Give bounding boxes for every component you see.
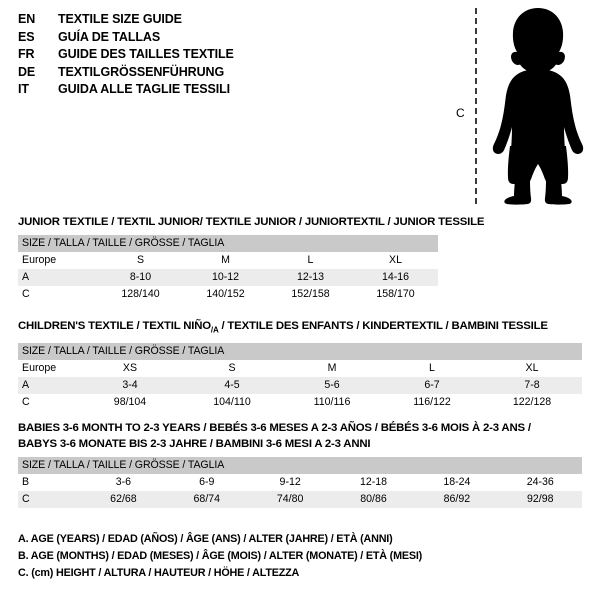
language-code: ES [18, 29, 35, 44]
language-row: EN TEXTILE SIZE GUIDE [18, 12, 348, 30]
size-header: L [307, 254, 314, 266]
language-title: GUIDE DES TAILLES TEXTILE [58, 47, 234, 61]
table-cell: 68/74 [165, 491, 249, 508]
table-header-row: Europe XS S M L XL [18, 360, 582, 377]
table-cell: 122/128 [512, 396, 552, 409]
language-title: TEXTILGRÖSSENFÜHRUNG [58, 64, 225, 79]
table-row: A 3-4 4-5 5-6 6-7 7-8 [18, 377, 583, 395]
table-band-row: SIZE / TALLA / TAILLE / GRÖSSE / TAGLIA [18, 343, 583, 361]
language-title: TEXTILE SIZE GUIDE [58, 12, 182, 26]
table-row: C 62/68 68/74 74/80 80/86 86/92 92/98 [18, 491, 582, 508]
table-cell: 24-36 [526, 476, 554, 488]
table-cell: 104/110 [213, 396, 251, 409]
table-cell: 7-8 [482, 377, 583, 395]
toddler-silhouette-icon [492, 8, 584, 205]
region-label: Europe [22, 254, 57, 266]
size-header: L [429, 362, 435, 375]
junior-table-caption: JUNIOR TEXTILE / TEXTIL JUNIOR/ TEXTILE … [18, 216, 485, 228]
table-cell: 86/92 [415, 491, 499, 508]
size-header: XS [122, 362, 138, 375]
region-label: Europe [22, 362, 57, 375]
legend-item-c: C. (cm) HEIGHT / ALTURA / HAUTEUR / HÖHE… [18, 567, 300, 579]
babies-table-caption-line2: BABYS 3-6 MONATE BIS 2-3 JAHRE / BAMBINI… [18, 438, 371, 450]
table-cell: 14-16 [353, 269, 438, 286]
table-row: C 98/104 104/110 110/116 116/122 122/128 [18, 394, 582, 411]
table-cell: 10-12 [183, 269, 268, 286]
table-cell: 110/116 [313, 396, 351, 409]
language-code: EN [18, 12, 36, 26]
table-row: C 128/140 140/152 152/158 158/170 [18, 286, 438, 303]
table-cell: 152/158 [291, 288, 330, 300]
row-label: A [18, 269, 98, 286]
children-table-caption: CHILDREN'S TEXTILE / TEXTIL NIÑO/A / TEX… [18, 318, 582, 338]
table-cell: 6-7 [382, 377, 482, 395]
height-dashed-line [475, 8, 477, 204]
size-header: M [327, 362, 337, 375]
language-title-list: EN TEXTILE SIZE GUIDE ES GUÍA DE TALLAS … [18, 12, 348, 100]
table-band-row: SIZE / TALLA / TAILLE / GRÖSSE / TAGLIA [18, 457, 582, 474]
table-cell: 3-6 [115, 476, 132, 488]
table-row: A 8-10 10-12 12-13 14-16 [18, 269, 438, 286]
babies-size-table: SIZE / TALLA / TAILLE / GRÖSSE / TAGLIA … [18, 457, 582, 508]
size-header: XL [525, 362, 539, 375]
size-header: S [136, 254, 145, 266]
language-row: DE TEXTILGRÖSSENFÜHRUNG [18, 65, 348, 83]
measurement-legend: A. AGE (YEARS) / EDAD (AÑOS) / ÂGE (ANS)… [18, 531, 578, 582]
language-code: IT [18, 82, 29, 96]
language-row: IT GUIDA ALLE TAGLIE TESSILI [18, 82, 348, 100]
table-cell: 116/122 [413, 396, 451, 409]
table-cell: 5-6 [282, 377, 382, 395]
row-label: C [22, 396, 30, 409]
table-cell: 3-4 [78, 377, 182, 395]
babies-size-table-block: BABIES 3-6 MONTH TO 2-3 YEARS / BEBÉS 3-… [18, 420, 582, 508]
caption-text-pre: CHILDREN'S TEXTILE / TEXTIL NIÑO [18, 320, 211, 332]
caption-text-sub: /A [210, 325, 219, 335]
table-cell: 9-12 [279, 476, 301, 488]
table-cell: 12-13 [268, 269, 353, 286]
height-measurement-figure: C [440, 0, 600, 212]
table-cell: 80/86 [331, 491, 416, 508]
size-header: S [228, 362, 236, 375]
size-band-label: SIZE / TALLA / TAILLE / GRÖSSE / TAGLIA [18, 457, 582, 474]
children-size-table: SIZE / TALLA / TAILLE / GRÖSSE / TAGLIA … [18, 343, 583, 411]
language-row: FR GUIDE DES TAILLES TEXTILE [18, 47, 348, 65]
language-row: ES GUÍA DE TALLAS [18, 30, 348, 48]
table-cell: 128/140 [121, 288, 160, 300]
size-band-label: SIZE / TALLA / TAILLE / GRÖSSE / TAGLIA [18, 235, 438, 252]
table-band-row: SIZE / TALLA / TAILLE / GRÖSSE / TAGLIA [18, 235, 438, 252]
junior-size-table-block: JUNIOR TEXTILE / TEXTIL JUNIOR/ TEXTILE … [18, 214, 485, 303]
table-row: B 3-6 6-9 9-12 12-18 18-24 24-36 [18, 474, 582, 491]
table-cell: 6-9 [199, 476, 215, 488]
table-cell: 18-24 [443, 476, 471, 488]
language-code: FR [18, 47, 35, 61]
legend-item-a: A. AGE (YEARS) / EDAD (AÑOS) / ÂGE (ANS)… [18, 533, 393, 545]
table-cell: 8-10 [98, 269, 183, 286]
table-cell: 12-18 [359, 476, 388, 488]
language-code: DE [18, 64, 36, 79]
size-header: M [221, 254, 230, 266]
row-label: C [22, 288, 30, 300]
caption-text-post: / TEXTILE DES ENFANTS / KINDERTEXTIL / B… [218, 320, 548, 332]
language-title: GUÍA DE TALLAS [58, 29, 161, 44]
height-measure-label: C [456, 106, 465, 120]
language-title: GUIDA ALLE TAGLIE TESSILI [58, 82, 231, 96]
babies-table-caption-line1: BABIES 3-6 MONTH TO 2-3 YEARS / BEBÉS 3-… [18, 422, 531, 434]
children-size-table-block: CHILDREN'S TEXTILE / TEXTIL NIÑO/A / TEX… [18, 318, 583, 411]
table-cell: 98/104 [113, 396, 147, 409]
table-cell: 140/152 [206, 288, 245, 300]
row-label: C [18, 491, 82, 508]
junior-size-table: SIZE / TALLA / TAILLE / GRÖSSE / TAGLIA … [18, 235, 438, 303]
row-label: A [18, 377, 78, 395]
size-header: XL [389, 254, 402, 266]
table-cell: 4-5 [182, 377, 282, 395]
table-cell: 62/68 [81, 491, 166, 508]
table-cell: 158/170 [376, 288, 415, 300]
table-header-row: Europe S M L XL [18, 252, 438, 269]
size-band-label: SIZE / TALLA / TAILLE / GRÖSSE / TAGLIA [18, 343, 583, 361]
table-cell: 92/98 [498, 491, 582, 508]
table-cell: 74/80 [248, 491, 332, 508]
row-label: B [22, 476, 30, 488]
legend-item-b: B. AGE (MONTHS) / EDAD (MESES) / ÂGE (MO… [18, 550, 423, 562]
